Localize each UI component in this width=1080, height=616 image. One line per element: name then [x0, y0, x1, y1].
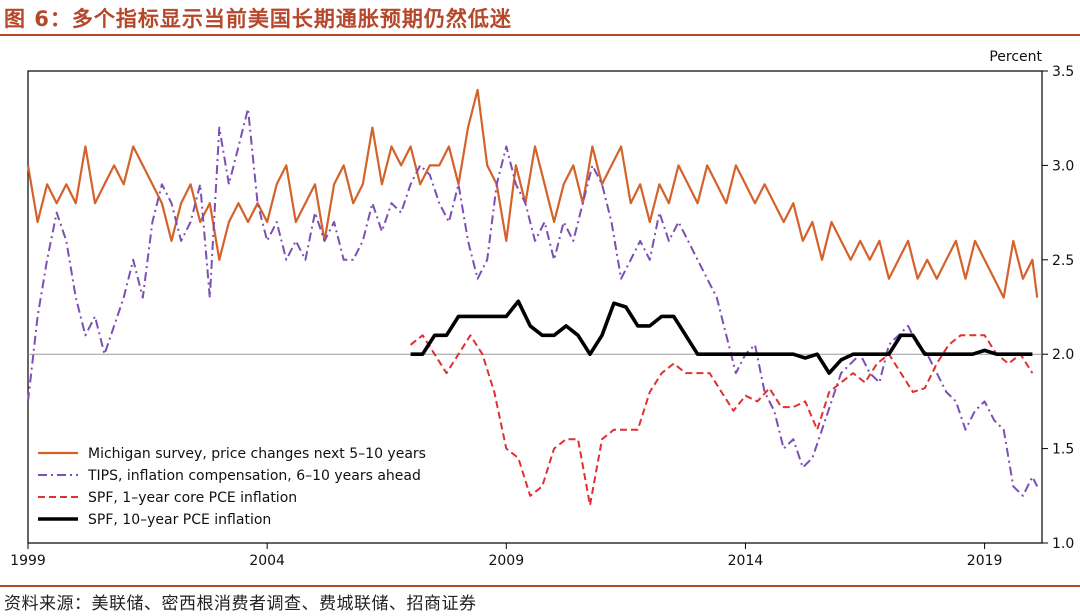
- y-tick-label: 1.5: [1052, 442, 1074, 458]
- legend-label-3: SPF, 1–year core PCE inflation: [88, 490, 297, 506]
- x-tick-label: 2014: [728, 553, 764, 569]
- x-tick-label: 2009: [488, 553, 524, 569]
- series-line-2: [27, 107, 1039, 497]
- x-tick-label: 1999: [10, 553, 46, 569]
- legend-label-4: SPF, 10–year PCE inflation: [88, 512, 271, 528]
- figure-title: 图 6：多个指标显示当前美国长期通胀预期仍然低迷: [4, 7, 512, 31]
- legend-label-1: Michigan survey, price changes next 5–10…: [88, 446, 426, 462]
- plot-frame: [27, 70, 1043, 544]
- title-rule: [0, 34, 1080, 36]
- series-line-4: [410, 299, 1033, 375]
- y-tick-label: 3.5: [1052, 64, 1074, 80]
- x-tick-label: 2019: [967, 553, 1003, 569]
- x-tick-label: 2004: [249, 553, 285, 569]
- y-tick-label: 3.0: [1052, 158, 1074, 174]
- y-tick-label: 2.5: [1052, 253, 1074, 269]
- line-chart: 1.0 1.5 2.0 2.5 3.0 3.5 Percent 1999 2004 2009 201…: [10, 49, 1074, 569]
- y-tick-label: 2.0: [1052, 347, 1074, 363]
- series-line-3: [409, 334, 1034, 507]
- y-tick-label: 1.0: [1052, 536, 1074, 552]
- y-axis-label: Percent: [989, 49, 1042, 65]
- series-line-1: [26, 88, 1039, 299]
- source-note: 资料来源：美联储、密西根消费者调查、费城联储、招商证券: [4, 594, 477, 614]
- source-rule: [0, 585, 1080, 587]
- legend-label-2: TIPS, inflation compensation, 6–10 years…: [87, 468, 421, 484]
